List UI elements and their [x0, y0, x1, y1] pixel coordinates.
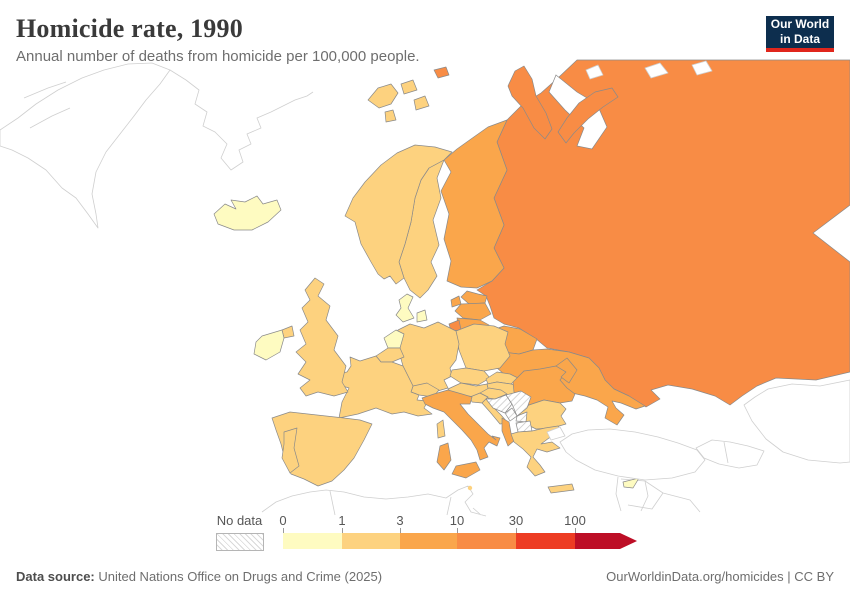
legend-tick: [400, 528, 401, 533]
country-netherlands[interactable]: [383, 329, 405, 349]
country-turkey: [546, 426, 706, 481]
country-belgium[interactable]: [375, 347, 405, 363]
levant-border-lines: [615, 476, 701, 513]
legend-color-scale[interactable]: 0 1 3 10 30 100: [279, 512, 655, 554]
country-novaya-zemlya-south[interactable]: [557, 87, 619, 144]
legend-tick: [516, 528, 517, 533]
legend-tick-label: 100: [564, 513, 586, 528]
greenland-fjord-lines: [23, 81, 71, 129]
legend-no-data-label: No data: [216, 513, 263, 528]
legend-tick: [283, 528, 284, 533]
footer-link[interactable]: OurWorldinData.org/homicides | CC BY: [606, 569, 834, 584]
country-kolguyev-island[interactable]: [433, 66, 450, 79]
caucasus-inner-border: [723, 441, 729, 464]
legend-tick: [457, 528, 458, 533]
country-sardinia[interactable]: [436, 442, 452, 471]
africa-coastline: [261, 485, 487, 517]
country-corsica[interactable]: [436, 419, 446, 439]
legend-tick-label: 30: [508, 513, 524, 528]
country-serbia[interactable]: [505, 390, 532, 417]
country-cyprus[interactable]: [622, 477, 640, 489]
page-subtitle: Annual number of deaths from homicide pe…: [16, 48, 420, 65]
country-greece[interactable]: [510, 425, 564, 477]
page-title: Homicide rate, 1990: [16, 14, 243, 43]
legend-bin-100+[interactable]: [575, 533, 620, 549]
country-portugal[interactable]: [281, 427, 300, 474]
country-crete[interactable]: [547, 483, 575, 494]
country-latvia[interactable]: [454, 302, 492, 321]
country-czechia[interactable]: [449, 367, 491, 386]
country-italy[interactable]: [421, 389, 501, 461]
country-poland[interactable]: [455, 323, 511, 372]
legend-tick-label: 0: [279, 513, 287, 528]
country-kazakhstan: [743, 379, 850, 464]
legend-bin-3-10[interactable]: [400, 533, 457, 549]
country-north-macedonia[interactable]: [515, 420, 533, 433]
country-ireland[interactable]: [253, 329, 285, 361]
legend-tick-label: 3: [396, 513, 404, 528]
legend-tick-label: 10: [449, 513, 465, 528]
country-malta[interactable]: [467, 485, 473, 491]
owid-logo[interactable]: Our World in Data: [766, 16, 834, 52]
country-caucasus: [695, 439, 765, 469]
legend-tick: [575, 528, 576, 533]
legend-bin-1-3[interactable]: [342, 533, 400, 549]
country-sicily[interactable]: [451, 461, 481, 479]
country-moldova[interactable]: [555, 357, 578, 384]
country-franz-josef-land: [585, 60, 713, 80]
legend-bin-0-1[interactable]: [283, 533, 342, 549]
footer-source: Data source: United Nations Office on Dr…: [16, 569, 383, 584]
legend-arrow: [620, 533, 637, 549]
footer: Data source: United Nations Office on Dr…: [16, 569, 834, 584]
country-norway[interactable]: [344, 144, 453, 285]
map-legend: No data 0 1 3 10 30 100: [216, 512, 656, 554]
legend-no-data-swatch[interactable]: [216, 533, 264, 551]
country-svalbard[interactable]: [367, 79, 430, 123]
country-bulgaria[interactable]: [518, 399, 567, 430]
country-finland[interactable]: [440, 119, 508, 289]
country-croatia[interactable]: [479, 387, 509, 425]
legend-tick-label: 1: [338, 513, 346, 528]
country-iceland[interactable]: [213, 195, 282, 231]
greenland-ne-coast: [169, 69, 314, 171]
country-albania[interactable]: [501, 417, 516, 447]
country-greenland: [0, 62, 171, 229]
country-united-kingdom[interactable]: [295, 277, 349, 397]
country-novaya-zemlya-north[interactable]: [507, 65, 553, 140]
country-denmark[interactable]: [395, 293, 428, 323]
legend-bin-10-30[interactable]: [457, 533, 516, 549]
legend-bin-30-100[interactable]: [516, 533, 575, 549]
legend-tick: [342, 528, 343, 533]
